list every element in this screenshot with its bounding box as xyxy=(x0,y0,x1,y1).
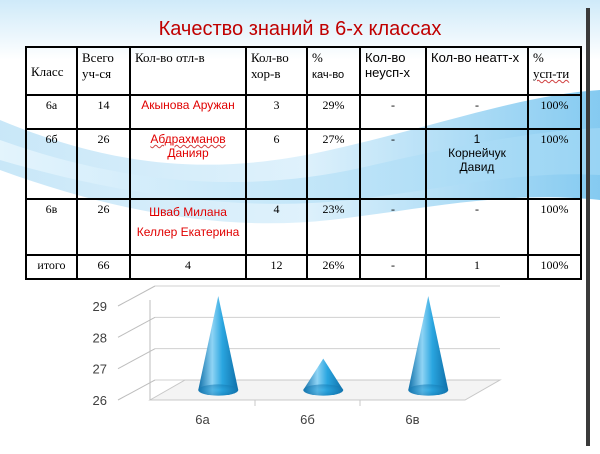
cell-good: 4 xyxy=(245,198,308,256)
table-row: 6а 14 Акынова Аружан 3 29% - - 100% xyxy=(25,94,582,130)
x-tick-label: 6в xyxy=(405,412,419,427)
cell-unattested: - xyxy=(425,198,529,256)
cell-good: 3 xyxy=(245,94,308,130)
cell-total: 14 xyxy=(76,94,131,130)
cell-quality: 26% xyxy=(306,254,361,280)
cell-success: 100% xyxy=(527,128,582,200)
cone-chart: 29 28 27 26 6а 6б 6в xyxy=(93,285,502,427)
cell-failing: - xyxy=(359,198,427,256)
cone-bar xyxy=(408,296,449,396)
y-tick-label: 26 xyxy=(93,393,107,408)
y-tick-label: 28 xyxy=(93,330,107,345)
cell-good: 12 xyxy=(245,254,308,280)
slide-title: Качество знаний в 6-х классах xyxy=(158,18,442,40)
header-failing: Кол-во неусп-х xyxy=(359,46,427,96)
table-row-total: итого 66 4 12 26% - 1 100% xyxy=(25,254,582,280)
cell-success: 100% xyxy=(527,254,582,280)
cell-unattested: 1 xyxy=(425,254,529,280)
cell-unattested: - xyxy=(425,94,529,130)
gridline-side xyxy=(117,348,156,370)
cell-class: 6а xyxy=(25,94,78,130)
table-header-row: Класс Всего уч-ся Кол-во отл-в Кол-во хор-… xyxy=(25,46,582,96)
cell-quality: 29% xyxy=(306,94,361,130)
header-total: Всего уч-ся xyxy=(76,46,131,96)
cell-excellent: Абдрахманов Данияр xyxy=(129,128,247,200)
cell-success: 100% xyxy=(527,198,582,256)
table-row: 6в 26 Шваб Милана Келлер Екатерина 4 23% … xyxy=(25,198,582,256)
cell-quality: 23% xyxy=(306,198,361,256)
header-class: Класс xyxy=(25,46,78,96)
gridline-side xyxy=(117,285,156,307)
header-excellent: Кол-во отл-в xyxy=(129,46,247,96)
results-table: Класс Всего уч-ся Кол-во отл-в Кол-во хор-… xyxy=(25,46,582,280)
cell-total: 66 xyxy=(76,254,131,280)
cell-total: 26 xyxy=(76,198,131,256)
gridline-side xyxy=(117,316,156,338)
gridline-side xyxy=(117,379,156,401)
cell-failing: - xyxy=(359,128,427,200)
cone-base xyxy=(198,384,239,396)
header-good: Кол-во хор-в xyxy=(245,46,308,96)
cell-excellent: Шваб Милана Келлер Екатерина xyxy=(129,198,247,256)
table-row: 6б 26 Абдрахманов Данияр 6 27% - 1 Корнейч… xyxy=(25,128,582,200)
cone-base xyxy=(303,384,344,396)
cell-excellent: Акынова Аружан xyxy=(129,94,247,130)
cell-good: 6 xyxy=(245,128,308,200)
cell-unattested: 1 Корнейчук Давид xyxy=(425,128,529,200)
header-quality: % кач-во xyxy=(306,46,361,96)
y-tick-label: 27 xyxy=(93,362,107,377)
header-unattested: Кол-во неатт-х xyxy=(425,46,529,96)
cell-failing: - xyxy=(359,94,427,130)
cell-success: 100% xyxy=(527,94,582,130)
y-tick-label: 29 xyxy=(93,299,107,314)
cell-class: 6в xyxy=(25,198,78,256)
header-success: % усп-ти xyxy=(527,46,582,96)
cell-quality: 27% xyxy=(306,128,361,200)
cell-excellent: 4 xyxy=(129,254,247,280)
cell-class: 6б xyxy=(25,128,78,200)
cone-base xyxy=(408,384,449,396)
cell-class: итого xyxy=(25,254,78,280)
cell-failing: - xyxy=(359,254,427,280)
x-tick-label: 6а xyxy=(195,412,210,427)
x-tick-label: 6б xyxy=(300,412,315,427)
cone-bar xyxy=(198,296,239,396)
cell-total: 26 xyxy=(76,128,131,200)
